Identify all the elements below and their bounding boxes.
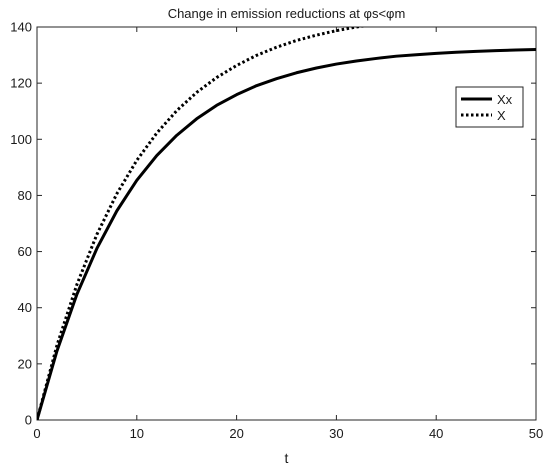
chart-title: Change in emission reductions at φs<φm — [168, 6, 406, 21]
series-line-xx — [37, 47, 536, 420]
series-line-x — [37, 27, 367, 420]
y-tick-label: 100 — [10, 132, 32, 147]
legend-label: Xx — [497, 92, 513, 107]
x-tick-label: 40 — [429, 426, 443, 441]
y-tick-label: 80 — [18, 188, 32, 203]
series-lines — [37, 27, 536, 420]
x-tick-label: 30 — [329, 426, 343, 441]
x-tick-label: 50 — [529, 426, 543, 441]
y-tick-label: 120 — [10, 76, 32, 91]
x-axis-label: t — [285, 450, 289, 466]
y-axis: 0 20 40 60 80 100 120 140 — [10, 20, 536, 428]
legend-label: X — [497, 108, 506, 123]
x-tick-label: 0 — [33, 426, 40, 441]
plot-frame — [36, 26, 537, 421]
y-tick-label: 0 — [25, 413, 32, 428]
y-tick-label: 60 — [18, 244, 32, 259]
x-tick-label: 10 — [130, 426, 144, 441]
y-tick-label: 40 — [18, 300, 32, 315]
y-tick-label: 20 — [18, 356, 32, 371]
y-tick-label: 140 — [10, 20, 32, 35]
x-tick-label: 20 — [229, 426, 243, 441]
legend: XxX — [455, 86, 524, 128]
legend-box — [455, 86, 524, 128]
x-axis: 0 10 20 30 40 50 — [33, 27, 543, 441]
